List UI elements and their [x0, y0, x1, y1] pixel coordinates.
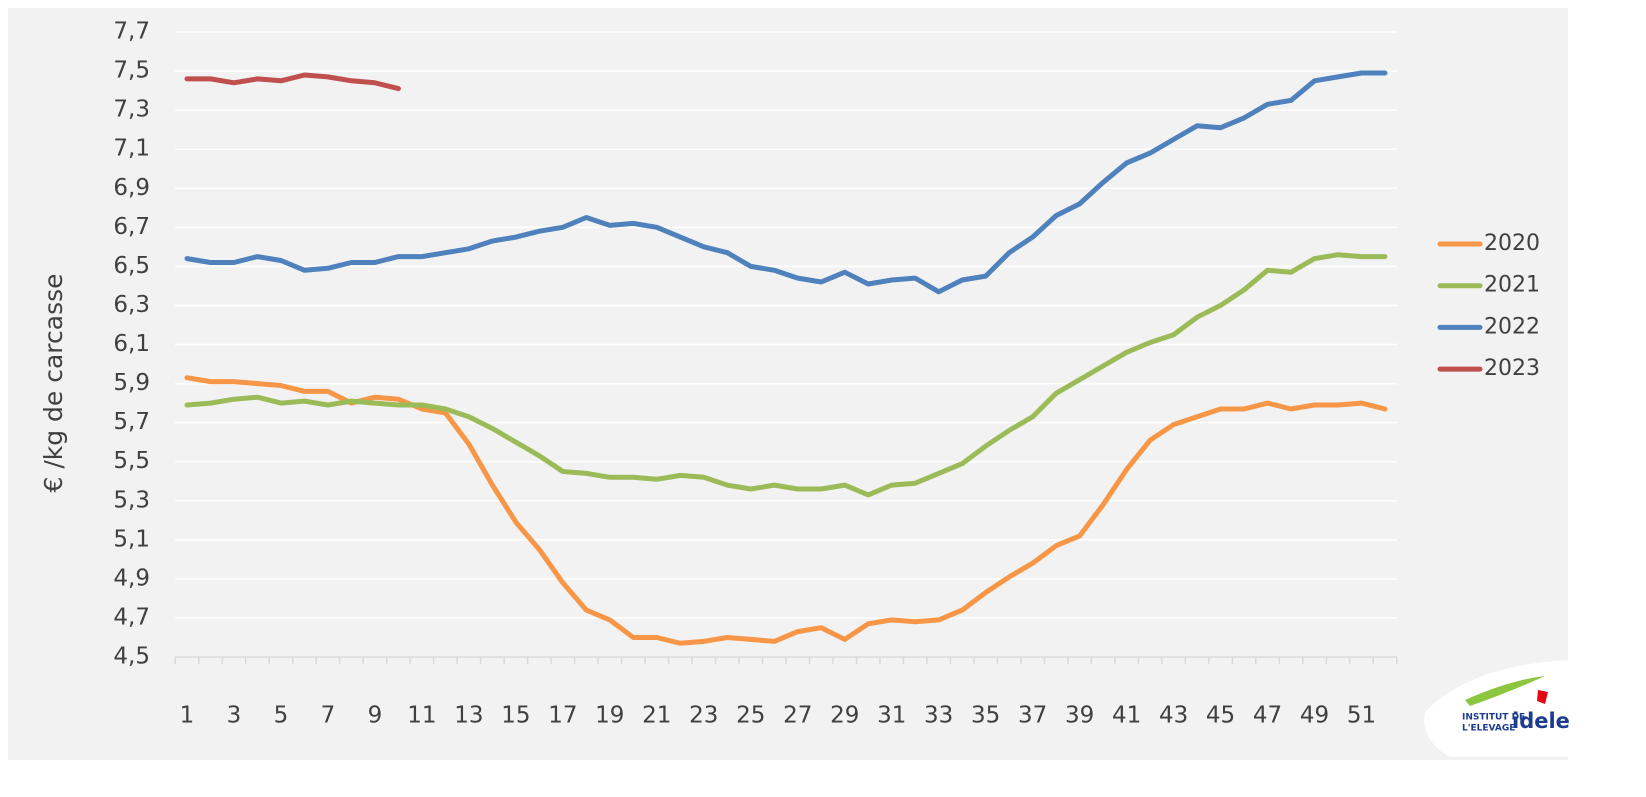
- x-tick-label: 39: [1065, 703, 1094, 729]
- x-tick-label: 43: [1159, 703, 1188, 729]
- y-tick-label: 4,5: [113, 644, 150, 670]
- x-tick-label: 25: [736, 703, 765, 729]
- legend-label: 2022: [1484, 314, 1540, 339]
- y-tick-label: 6,9: [113, 175, 150, 201]
- x-tick-label: 31: [877, 703, 906, 729]
- legend-label: 2021: [1484, 273, 1540, 298]
- legend-label: 2023: [1484, 356, 1540, 381]
- y-tick-label: 7,1: [113, 136, 150, 162]
- y-tick-label: 6,1: [113, 331, 150, 357]
- x-tick-label: 15: [501, 703, 530, 729]
- x-tick-label: 33: [924, 703, 953, 729]
- y-tick-label: 4,7: [113, 604, 150, 630]
- x-tick-label: 49: [1300, 703, 1329, 729]
- x-tick-label: 45: [1206, 703, 1235, 729]
- logo-mark: [1537, 690, 1548, 704]
- x-tick-label: 37: [1018, 703, 1047, 729]
- y-tick-label: 6,7: [113, 214, 150, 240]
- y-axis-label: € /kg de carcasse: [39, 273, 68, 492]
- y-tick-label: 5,9: [113, 370, 150, 396]
- x-tick-label: 7: [321, 703, 336, 729]
- y-tick-label: 5,5: [113, 448, 150, 474]
- x-tick-label: 23: [689, 703, 718, 729]
- x-tick-label: 5: [274, 703, 289, 729]
- x-tick-label: 13: [454, 703, 483, 729]
- x-tick-label: 21: [642, 703, 671, 729]
- y-tick-label: 6,3: [113, 292, 150, 318]
- y-tick-label: 7,5: [113, 58, 150, 84]
- logo-badge: [1424, 660, 1570, 757]
- x-tick-label: 17: [548, 703, 577, 729]
- x-tick-label: 27: [783, 703, 812, 729]
- x-tick-label: 29: [830, 703, 859, 729]
- y-tick-label: 5,3: [113, 487, 150, 513]
- logo-swoosh: [1465, 676, 1545, 706]
- x-tick-label: 9: [368, 703, 383, 729]
- series-line: [184, 375, 1388, 646]
- x-tick-label: 47: [1253, 703, 1282, 729]
- y-tick-label: 6,5: [113, 253, 150, 279]
- x-tick-label: 1: [180, 703, 195, 729]
- x-tick-label: 3: [227, 703, 242, 729]
- x-tick-label: 41: [1112, 703, 1141, 729]
- y-tick-label: 4,9: [113, 565, 150, 591]
- logo-text: L'ELEVAGE: [1462, 724, 1515, 734]
- y-tick-label: 5,1: [113, 526, 150, 552]
- x-tick-label: 11: [407, 703, 436, 729]
- series-line: [184, 252, 1388, 498]
- logo: INSTITUT DE L'ELEVAGE idele: [1424, 660, 1570, 757]
- x-tick-label: 35: [971, 703, 1000, 729]
- y-tick-label: 7,7: [113, 19, 150, 45]
- series-line: [184, 70, 1388, 295]
- logo-brand: idele: [1512, 709, 1570, 733]
- y-tick-label: 5,7: [113, 409, 150, 435]
- x-tick-label: 19: [595, 703, 624, 729]
- y-tick-label: 7,3: [113, 97, 150, 123]
- series-line: [184, 72, 401, 92]
- logo-text: INSTITUT DE: [1462, 713, 1525, 723]
- legend-label: 2020: [1484, 231, 1540, 256]
- x-tick-label: 51: [1347, 703, 1376, 729]
